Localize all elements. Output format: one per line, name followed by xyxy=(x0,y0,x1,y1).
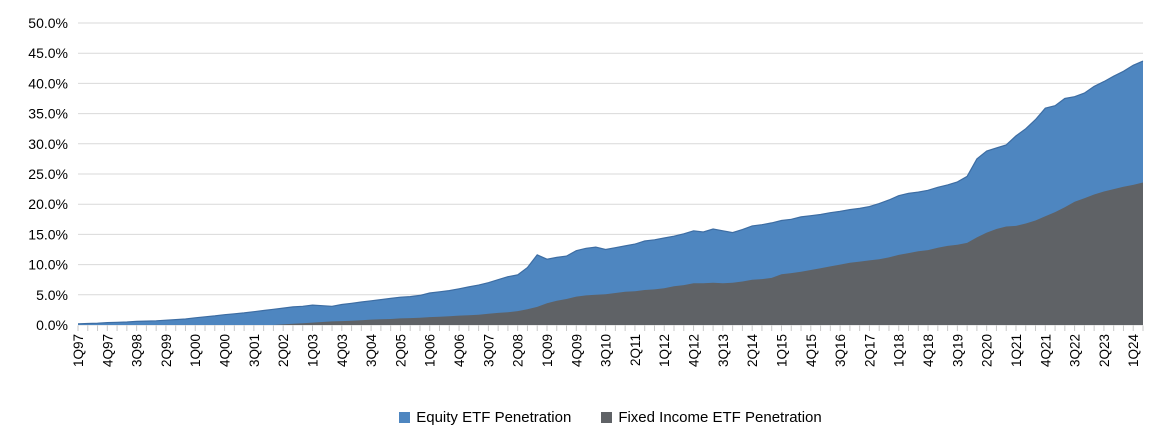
equity-series-swatch-icon xyxy=(399,411,411,423)
x-axis-tick-label-group: 3Q01 xyxy=(247,334,262,367)
x-axis-tick-label: 3Q04 xyxy=(364,334,379,368)
x-axis-tick-label: 2Q11 xyxy=(628,334,643,366)
x-axis-tick-label: 2Q99 xyxy=(159,334,174,367)
legend-item-equity: Equity ETF Penetration xyxy=(399,410,571,425)
x-axis-tick-label-group: 1Q97 xyxy=(71,334,86,367)
x-axis-tick-label-group: 1Q15 xyxy=(775,334,790,367)
x-axis-tick-label-group: 2Q05 xyxy=(393,334,408,367)
x-axis-tick-label: 3Q01 xyxy=(247,334,262,367)
x-axis-tick-label-group: 3Q16 xyxy=(833,334,848,367)
x-axis-tick-label: 4Q18 xyxy=(921,334,936,367)
x-axis-tick-label-group: 2Q08 xyxy=(511,334,526,367)
equity-area-edge xyxy=(77,60,1144,325)
legend-label-equity: Equity ETF Penetration xyxy=(416,408,572,426)
x-axis-tick-label-group: 1Q12 xyxy=(657,334,672,367)
x-axis-tick-label: 2Q02 xyxy=(276,334,291,367)
x-axis-tick-label-group: 3Q07 xyxy=(481,334,496,367)
x-axis-tick-label: 2Q23 xyxy=(1097,334,1112,367)
x-axis-tick-label-group: 1Q18 xyxy=(892,334,907,367)
x-axis-tick-label: 4Q00 xyxy=(218,334,233,367)
x-axis-tick-label-group: 1Q24 xyxy=(1126,334,1141,368)
x-axis-tick-label-group: 2Q02 xyxy=(276,334,291,367)
x-axis-tick-label: 1Q21 xyxy=(1009,334,1024,367)
x-axis-tick-label-group: 3Q10 xyxy=(599,334,614,367)
x-axis-tick-label-group: 2Q99 xyxy=(159,334,174,367)
y-axis-tick-label: 15.0% xyxy=(28,226,68,242)
x-axis-tick-label: 4Q03 xyxy=(335,334,350,367)
x-axis-tick-label: 4Q21 xyxy=(1038,334,1053,367)
x-axis-tick-label: 2Q20 xyxy=(980,334,995,367)
plot-area: 0.0% 5.0% 10.0% 15.0% 20.0% 25.0% 30.0% 35.0% 40… xyxy=(28,15,1144,368)
x-axis-tick-label-group: 3Q22 xyxy=(1068,334,1083,367)
fixed-income-series-swatch-icon xyxy=(601,411,613,423)
x-axis-tick-label: 1Q15 xyxy=(775,334,790,367)
x-axis-tick-label: 3Q16 xyxy=(833,334,848,367)
legend-item-fixed-income: Fixed Income ETF Penetration xyxy=(601,408,822,426)
y-axis-tick-label: 25.0% xyxy=(28,166,68,182)
x-axis-tick-label: 1Q09 xyxy=(540,334,555,367)
x-axis-tick-label-group: 4Q00 xyxy=(218,334,233,367)
x-axis-tick-label: 1Q24 xyxy=(1126,334,1141,368)
x-axis-tick-label-group: 3Q04 xyxy=(364,334,379,368)
y-axis-tick-label: 35.0% xyxy=(28,106,68,122)
equity-area xyxy=(78,61,1143,325)
x-axis-tick-label-group: 3Q98 xyxy=(130,334,145,367)
x-axis-tick-label: 3Q19 xyxy=(950,334,965,367)
x-axis-tick-label-group: 4Q12 xyxy=(687,334,702,367)
x-axis-tick-label: 1Q06 xyxy=(423,334,438,367)
x-axis-tick-label-group: 1Q03 xyxy=(306,334,321,367)
x-axis-tick-label-group: 3Q13 xyxy=(716,334,731,367)
x-axis-tick-label-group: 4Q03 xyxy=(335,334,350,367)
x-axis-tick-label: 1Q00 xyxy=(188,334,203,367)
y-axis-tick-label: 5.0% xyxy=(36,287,68,303)
x-axis-tick-label-group: 1Q21 xyxy=(1009,334,1024,367)
x-axis-tick-label: 2Q14 xyxy=(745,334,760,368)
x-axis-tick-label-group: 2Q23 xyxy=(1097,334,1112,367)
x-axis-tick-label: 4Q97 xyxy=(100,334,115,367)
x-axis-tick-label: 3Q98 xyxy=(130,334,145,367)
y-axis-tick-label: 50.0% xyxy=(28,15,68,31)
x-axis-tick-label-group: 2Q11 xyxy=(628,334,643,366)
x-axis-tick-label-group: 3Q19 xyxy=(950,334,965,367)
x-axis-tick-label: 4Q12 xyxy=(687,334,702,367)
x-axis-tick-label: 3Q07 xyxy=(481,334,496,367)
y-axis-tick-label: 40.0% xyxy=(28,75,68,91)
x-axis-tick-label-group: 1Q09 xyxy=(540,334,555,367)
x-axis-tick-label-group: 4Q06 xyxy=(452,334,467,367)
x-axis-tick-label-group: 4Q09 xyxy=(569,334,584,367)
y-axis-tick-label: 20.0% xyxy=(28,196,68,212)
y-axis-tick-label: 10.0% xyxy=(28,257,68,273)
x-axis-tick-label: 4Q06 xyxy=(452,334,467,367)
x-axis-tick-label: 4Q15 xyxy=(804,334,819,367)
x-axis-tick-label: 3Q13 xyxy=(716,334,731,367)
legend-label-fixed-income: Fixed Income ETF Penetration xyxy=(618,408,822,426)
x-axis-tick-label-group: 1Q00 xyxy=(188,334,203,367)
x-axis-tick-label-group: 1Q06 xyxy=(423,334,438,367)
x-axis-tick-label: 2Q05 xyxy=(393,334,408,367)
x-axis-tick-label: 1Q03 xyxy=(306,334,321,367)
y-axis-tick-label: 45.0% xyxy=(28,45,68,61)
x-axis-tick-label: 1Q12 xyxy=(657,334,672,367)
x-axis-tick-label: 3Q10 xyxy=(599,334,614,367)
y-axis-tick-label: 30.0% xyxy=(28,136,68,152)
fixed-income-area xyxy=(78,182,1143,325)
x-axis-tick-label-group: 2Q14 xyxy=(745,334,760,368)
x-axis-tick-label-group: 2Q20 xyxy=(980,334,995,367)
chart-legend: Equity ETF Penetration Fixed Income ETF … xyxy=(78,405,1143,429)
x-axis-tick-label: 1Q18 xyxy=(892,334,907,367)
x-axis-tick-label-group: 4Q15 xyxy=(804,334,819,367)
x-axis-tick-label-group: 4Q18 xyxy=(921,334,936,367)
x-axis-tick-label: 2Q17 xyxy=(862,334,877,367)
x-axis-tick-label: 1Q97 xyxy=(71,334,86,367)
y-axis-tick-label: 0.0% xyxy=(36,317,68,333)
x-axis-tick-label: 2Q08 xyxy=(511,334,526,367)
x-axis-tick-label: 4Q09 xyxy=(569,334,584,367)
x-axis-tick-label-group: 4Q97 xyxy=(100,334,115,367)
x-axis-tick-label-group: 4Q21 xyxy=(1038,334,1053,367)
x-axis-tick-label-group: 2Q17 xyxy=(862,334,877,367)
x-axis-tick-label: 3Q22 xyxy=(1068,334,1083,367)
